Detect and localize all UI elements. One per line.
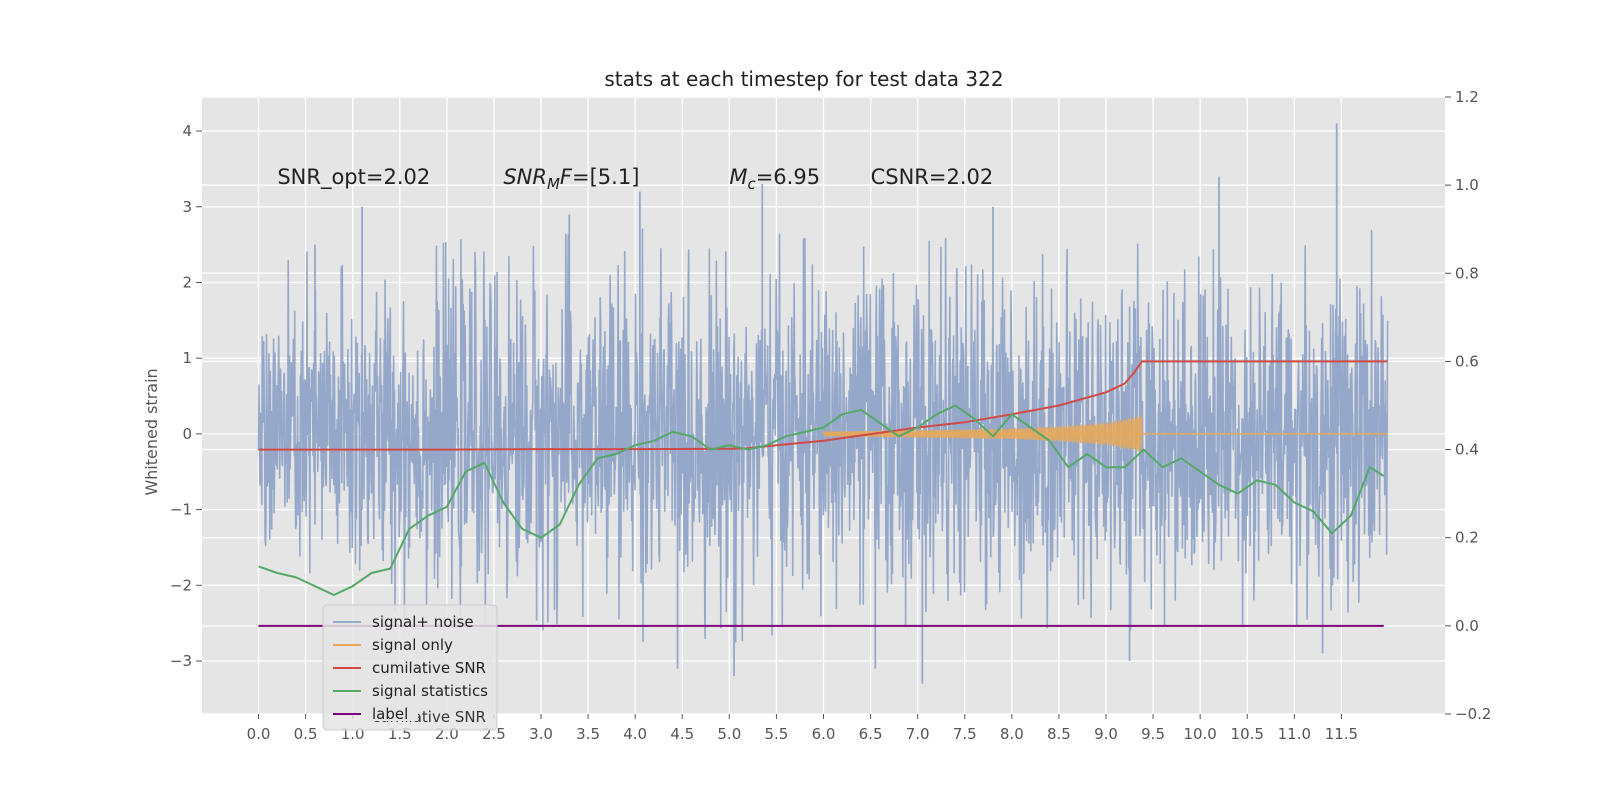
y2-tick-label: 0.2 bbox=[1455, 529, 1479, 547]
y-tick-label: 3 bbox=[182, 198, 192, 216]
chart-title: stats at each timestep for test data 322 bbox=[604, 67, 1003, 91]
annotation-segment: M bbox=[729, 165, 747, 189]
x-tick-label: 11.0 bbox=[1278, 725, 1311, 743]
x-tick-label: 6.5 bbox=[859, 725, 883, 743]
y2-tick-label: 0.4 bbox=[1455, 441, 1479, 459]
x-tick-label: 7.5 bbox=[953, 725, 977, 743]
x-tick-label: 4.0 bbox=[623, 725, 647, 743]
annotation-text: Mc=6.95 bbox=[729, 165, 820, 193]
annotation-segment: F bbox=[560, 165, 573, 189]
x-tick-label: 8.5 bbox=[1047, 725, 1071, 743]
annotation-text: CSNR=2.02 bbox=[871, 165, 994, 189]
x-tick-label: 10.0 bbox=[1183, 725, 1216, 743]
y2-tick-label: 1.0 bbox=[1455, 176, 1479, 194]
x-tick-label: 3.5 bbox=[576, 725, 600, 743]
x-tick-label: 4.5 bbox=[670, 725, 694, 743]
legend-label-bg bbox=[368, 700, 418, 721]
annotation-segment: CSNR=2.02 bbox=[871, 165, 994, 189]
x-tick-label: 8.0 bbox=[1000, 725, 1024, 743]
y-tick-label: 4 bbox=[182, 122, 192, 140]
legend-label: signal only bbox=[372, 636, 453, 654]
x-tick-label: 7.0 bbox=[906, 725, 930, 743]
x-tick-label: 9.5 bbox=[1141, 725, 1165, 743]
y-tick-label: −1 bbox=[170, 501, 192, 519]
annotations: SNR_opt=2.02 SNRMF=[5.1] Mc=6.95 CSNR=2.02 bbox=[277, 165, 993, 193]
legend-label: signal statistics bbox=[372, 682, 488, 700]
axes: 0.0 0.5 1.0 1.5 2.0 2.5 3.0 3.5 4.0 4.5 5.0 5.5 6.0 6… bbox=[170, 88, 1492, 743]
annotation-segment: c bbox=[747, 175, 756, 193]
x-tick-label: 6.0 bbox=[812, 725, 836, 743]
y2-tick-label: 1.2 bbox=[1455, 88, 1479, 106]
y-tick-label: −3 bbox=[170, 652, 192, 670]
y-axis-label: Whitened strain bbox=[142, 368, 161, 495]
annotation-segment: SNR bbox=[503, 165, 547, 189]
annotation-segment: SNR_opt=2.02 bbox=[277, 165, 430, 190]
legend-box bbox=[322, 604, 498, 731]
x-tick-label: 0.0 bbox=[247, 725, 271, 743]
annotation-text: SNRMF=[5.1] bbox=[503, 165, 639, 193]
annotation-segment: =[5.1] bbox=[572, 165, 639, 189]
x-tick-label: 5.5 bbox=[764, 725, 788, 743]
x-tick-label: 0.5 bbox=[294, 725, 318, 743]
y-tick-label: 1 bbox=[182, 349, 192, 367]
y2-tick-label: 0.0 bbox=[1455, 617, 1479, 635]
legend-label: cumilative SNR bbox=[372, 659, 486, 677]
y-tick-label: 0 bbox=[182, 425, 192, 443]
legend-label: label bbox=[372, 705, 408, 723]
series-signal-statistics-line bbox=[258, 404, 1385, 596]
x-tick-label: 9.0 bbox=[1094, 725, 1118, 743]
y-tick-label: 2 bbox=[182, 273, 192, 291]
series-signal-only-line bbox=[822, 415, 1143, 452]
x-tick-label: 3.0 bbox=[529, 725, 553, 743]
y2-tick-label: −0.2 bbox=[1455, 705, 1491, 723]
y2-tick-label: 0.8 bbox=[1455, 264, 1479, 282]
annotation-text: SNR_opt=2.02 bbox=[277, 165, 430, 190]
x-tick-label: 5.0 bbox=[717, 725, 741, 743]
x-tick-label: 10.5 bbox=[1231, 725, 1264, 743]
legend-label: signal+ noise bbox=[372, 613, 474, 631]
x-tick-label: 11.5 bbox=[1325, 725, 1358, 743]
plot-content bbox=[257, 123, 1389, 684]
y2-tick-label: 0.6 bbox=[1455, 352, 1479, 370]
annotation-segment: M bbox=[547, 175, 560, 193]
series-signal-noise-line bbox=[257, 228, 1389, 643]
annotation-segment: =6.95 bbox=[756, 165, 820, 189]
y-tick-label: −2 bbox=[170, 576, 192, 594]
